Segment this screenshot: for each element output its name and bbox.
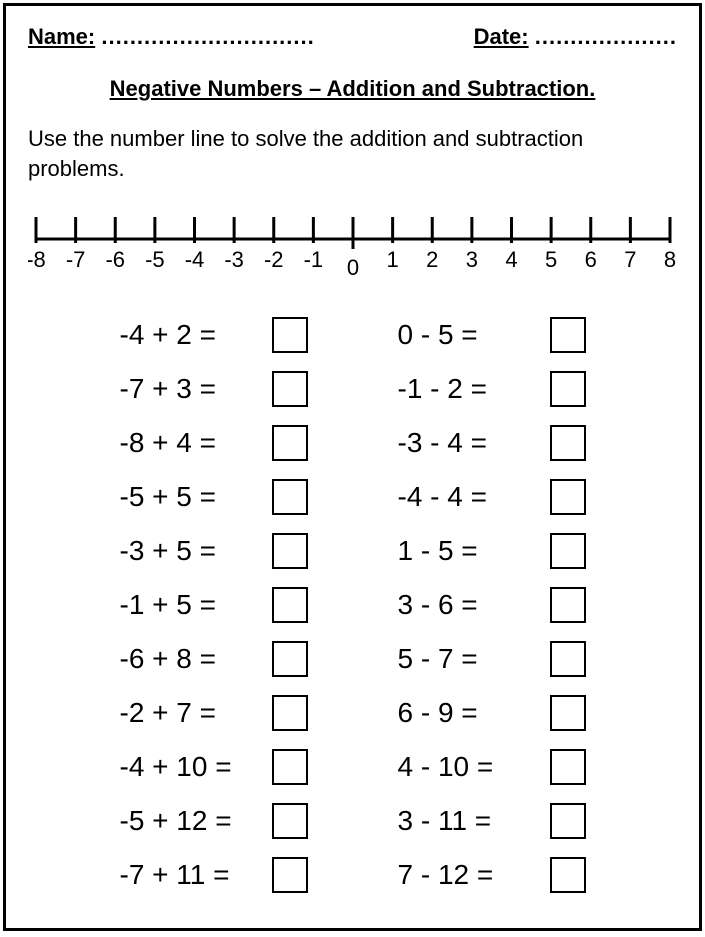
answer-box[interactable] xyxy=(550,857,586,893)
equation-text: -8 + 4 = xyxy=(120,427,270,459)
problems-column-left: -4 + 2 = -7 + 3 = -8 + 4 = -5 + 5 = -3 +… xyxy=(120,312,308,898)
problems-container: -4 + 2 = -7 + 3 = -8 + 4 = -5 + 5 = -3 +… xyxy=(28,312,677,898)
problem-row: -4 + 10 = xyxy=(120,744,308,790)
number-line-label: -6 xyxy=(105,247,125,272)
answer-box[interactable] xyxy=(272,317,308,353)
answer-box[interactable] xyxy=(272,371,308,407)
answer-box[interactable] xyxy=(272,695,308,731)
answer-box[interactable] xyxy=(272,587,308,623)
problem-row: -8 + 4 = xyxy=(120,420,308,466)
answer-box[interactable] xyxy=(272,533,308,569)
answer-box[interactable] xyxy=(550,533,586,569)
number-line-label: -7 xyxy=(66,247,86,272)
worksheet-page: Name: .............................. Dat… xyxy=(3,3,702,931)
equation-text: 1 - 5 = xyxy=(398,535,548,567)
equation-text: 6 - 9 = xyxy=(398,697,548,729)
date-label: Date: xyxy=(474,24,529,49)
number-line-label: 7 xyxy=(624,247,636,272)
problem-row: -6 + 8 = xyxy=(120,636,308,682)
equation-text: 4 - 10 = xyxy=(398,751,548,783)
problem-row: -3 + 5 = xyxy=(120,528,308,574)
equation-text: -1 + 5 = xyxy=(120,589,270,621)
answer-box[interactable] xyxy=(272,641,308,677)
answer-box[interactable] xyxy=(272,749,308,785)
problem-row: 6 - 9 = xyxy=(398,690,586,736)
answer-box[interactable] xyxy=(550,695,586,731)
problem-row: -2 + 7 = xyxy=(120,690,308,736)
problem-row: 0 - 5 = xyxy=(398,312,586,358)
number-line-label: -5 xyxy=(145,247,165,272)
problem-row: 5 - 7 = xyxy=(398,636,586,682)
answer-box[interactable] xyxy=(272,425,308,461)
number-line-label: 3 xyxy=(466,247,478,272)
problem-row: 3 - 11 = xyxy=(398,798,586,844)
equation-text: -2 + 7 = xyxy=(120,697,270,729)
equation-text: -5 + 5 = xyxy=(120,481,270,513)
problem-row: 3 - 6 = xyxy=(398,582,586,628)
answer-box[interactable] xyxy=(550,371,586,407)
answer-box[interactable] xyxy=(550,317,586,353)
problem-row: 4 - 10 = xyxy=(398,744,586,790)
equation-text: 3 - 6 = xyxy=(398,589,548,621)
equation-text: 7 - 12 = xyxy=(398,859,548,891)
number-line-label: 6 xyxy=(585,247,597,272)
problem-row: -5 + 12 = xyxy=(120,798,308,844)
number-line-label: -4 xyxy=(185,247,205,272)
answer-box[interactable] xyxy=(272,803,308,839)
worksheet-title: Negative Numbers – Addition and Subtract… xyxy=(28,76,677,102)
name-field: Name: .............................. xyxy=(28,24,315,50)
number-line-label: -1 xyxy=(304,247,324,272)
equation-text: 0 - 5 = xyxy=(398,319,548,351)
problem-row: 7 - 12 = xyxy=(398,852,586,898)
date-dots: .................... xyxy=(535,24,677,49)
answer-box[interactable] xyxy=(550,749,586,785)
problem-row: -4 - 4 = xyxy=(398,474,586,520)
problems-column-right: 0 - 5 = -1 - 2 = -3 - 4 = -4 - 4 = 1 - 5… xyxy=(398,312,586,898)
answer-box[interactable] xyxy=(550,803,586,839)
problem-row: -1 + 5 = xyxy=(120,582,308,628)
answer-box[interactable] xyxy=(550,587,586,623)
equation-text: -6 + 8 = xyxy=(120,643,270,675)
number-line-label: -2 xyxy=(264,247,284,272)
number-line-svg: -8 -7 -6 -5 -4 -3 -2 -1 0 1 2 3 4 5 6 7 8 xyxy=(28,207,678,277)
number-line-label: -3 xyxy=(224,247,244,272)
equation-text: -4 - 4 = xyxy=(398,481,548,513)
answer-box[interactable] xyxy=(272,857,308,893)
header-row: Name: .............................. Dat… xyxy=(28,24,677,50)
answer-box[interactable] xyxy=(550,479,586,515)
number-line-label: -8 xyxy=(28,247,46,272)
name-dots: .............................. xyxy=(101,24,314,49)
problem-row: -7 + 11 = xyxy=(120,852,308,898)
number-line-label: 5 xyxy=(545,247,557,272)
number-line: -8 -7 -6 -5 -4 -3 -2 -1 0 1 2 3 4 5 6 7 8 xyxy=(28,207,677,282)
number-line-label: 1 xyxy=(387,247,399,272)
name-label: Name: xyxy=(28,24,95,49)
answer-box[interactable] xyxy=(272,479,308,515)
equation-text: -4 + 2 = xyxy=(120,319,270,351)
equation-text: -7 + 11 = xyxy=(120,859,270,891)
problem-row: -5 + 5 = xyxy=(120,474,308,520)
number-line-label: 4 xyxy=(505,247,517,272)
number-line-label: 8 xyxy=(664,247,676,272)
answer-box[interactable] xyxy=(550,641,586,677)
problem-row: -3 - 4 = xyxy=(398,420,586,466)
number-line-label: 0 xyxy=(347,255,359,277)
number-line-label: 2 xyxy=(426,247,438,272)
equation-text: -3 - 4 = xyxy=(398,427,548,459)
equation-text: 3 - 11 = xyxy=(398,805,548,837)
instructions-text: Use the number line to solve the additio… xyxy=(28,124,677,183)
answer-box[interactable] xyxy=(550,425,586,461)
problem-row: -4 + 2 = xyxy=(120,312,308,358)
problem-row: 1 - 5 = xyxy=(398,528,586,574)
equation-text: -4 + 10 = xyxy=(120,751,270,783)
equation-text: -1 - 2 = xyxy=(398,373,548,405)
equation-text: 5 - 7 = xyxy=(398,643,548,675)
equation-text: -5 + 12 = xyxy=(120,805,270,837)
date-field: Date: .................... xyxy=(474,24,677,50)
problem-row: -7 + 3 = xyxy=(120,366,308,412)
equation-text: -3 + 5 = xyxy=(120,535,270,567)
problem-row: -1 - 2 = xyxy=(398,366,586,412)
equation-text: -7 + 3 = xyxy=(120,373,270,405)
